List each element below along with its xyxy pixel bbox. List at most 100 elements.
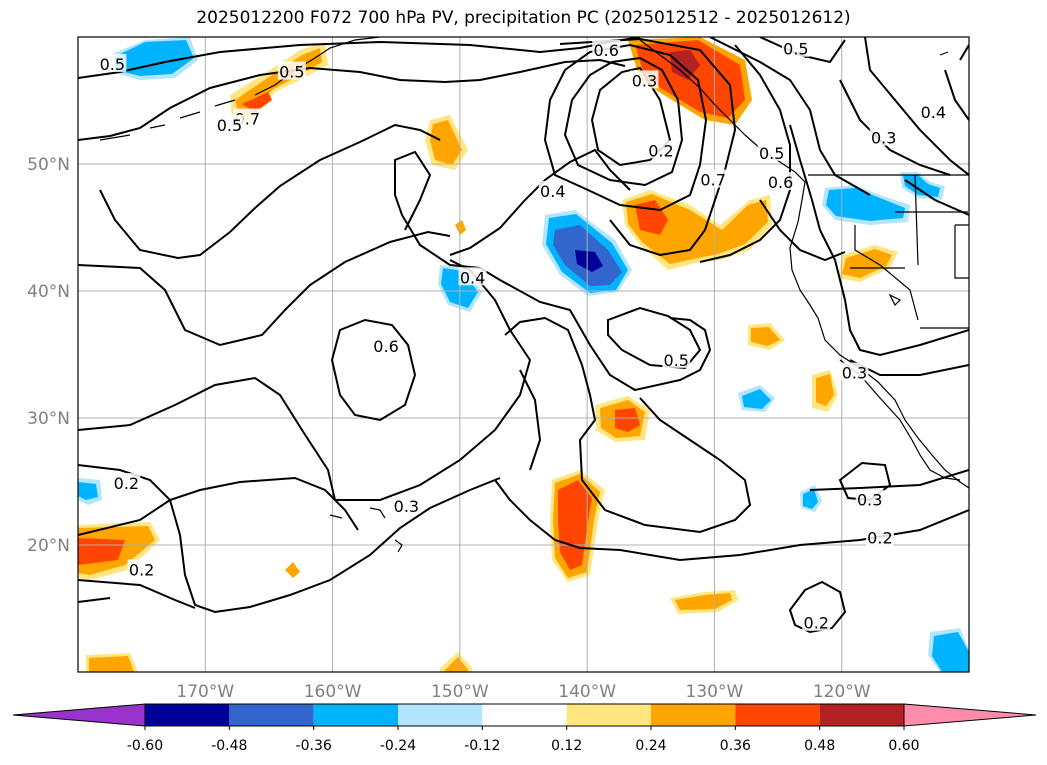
contour-label-bg — [538, 180, 567, 199]
contour-label: 0.3 — [394, 497, 419, 516]
colorbar-segment — [229, 704, 314, 726]
pv-contour-west-6 — [78, 464, 501, 614]
pv-contour-central-6 — [504, 316, 752, 534]
pv-contour-west-1 — [78, 58, 626, 141]
contour-label-bg — [766, 172, 795, 191]
colorbar-frame — [144, 703, 905, 727]
pv-contour-central-5 — [449, 148, 631, 256]
contour-label: 0.7 — [700, 171, 725, 190]
contour-label: 0.6 — [373, 337, 398, 356]
lat-tick-label: 20°N — [27, 536, 70, 556]
colorbar-segment — [651, 704, 736, 726]
pv-contour-east-3 — [789, 124, 821, 231]
pv-contour-se-2 — [838, 461, 892, 502]
contour-label-bg — [277, 61, 306, 80]
lat-tick-label: 50°N — [27, 155, 70, 175]
precip-area-pnw — [622, 190, 772, 270]
contour-label: 0.2 — [867, 529, 892, 548]
coastline-north-america — [639, 39, 969, 489]
pv-contour-central-4 — [394, 150, 712, 392]
pv-contour-west-2 — [99, 123, 441, 260]
lon-tick-label: 120°W — [813, 682, 871, 702]
contour-label: 0.4 — [460, 268, 485, 287]
colorbar-tick-label: 0.12 — [551, 738, 582, 754]
contour-label: 0.4 — [921, 103, 946, 122]
lon-tick-label: 150°W — [431, 682, 489, 702]
pv-contour-low-center-3 — [543, 43, 708, 212]
coastline-baja — [839, 359, 961, 481]
pv-contour-inner-6 — [330, 318, 417, 422]
border-state-5 — [954, 224, 969, 279]
contour-label: 0.5 — [664, 351, 689, 370]
contour-label: 0.2 — [648, 141, 673, 160]
contour-label-bg — [802, 612, 831, 631]
contour-label-bg — [869, 127, 898, 146]
pv-contour-low-2 — [519, 369, 542, 471]
colorbar-tick-label: -0.48 — [211, 738, 247, 754]
colorbar-segment — [819, 704, 904, 726]
contour-label-bg — [662, 349, 691, 368]
pv-contour-east-4 — [864, 37, 969, 176]
pv-contour-west-3 — [78, 230, 451, 347]
colorbar-segment — [145, 704, 230, 726]
pv-contour-east-5 — [839, 79, 951, 176]
contour-label-bg — [127, 559, 156, 578]
contour-label: 0.5 — [100, 55, 125, 74]
colorbar-tick-label: -0.36 — [296, 738, 332, 754]
pv-contour-east-1 — [819, 229, 969, 357]
contour-labels: 0.5 0.50.70.50.60.30.20.50.70.50.60.30.40… — [98, 38, 948, 633]
lon-tick-label: 130°W — [686, 682, 744, 702]
lat-tick-label: 30°N — [27, 409, 70, 429]
contour-label-bg — [646, 140, 675, 159]
contour-label-bg — [372, 335, 401, 354]
contour-label: 0.3 — [632, 71, 657, 90]
contour-label: 0.3 — [871, 129, 896, 148]
map-gridlines — [78, 37, 969, 672]
contour-label: 0.2 — [804, 614, 829, 633]
contour-label-bg — [840, 362, 869, 381]
pv-contour-ne-1 — [759, 37, 846, 64]
axis-labels: 170°W 160°W 150°W 140°W 130°W 120°W 50°N 40°N 30… — [27, 155, 871, 702]
lon-tick-label: 140°W — [558, 682, 616, 702]
colorbar-segment — [313, 704, 398, 726]
precipitation-shading — [78, 37, 969, 672]
border-state-1 — [854, 225, 919, 321]
coastline-alaska — [254, 37, 381, 96]
colorbar: -0.60 -0.48 -0.36 -0.24 -0.12 0.12 0.24 0.36 0.4… — [12, 703, 1037, 754]
contour-label: 0.6 — [594, 41, 619, 60]
coastlines — [99, 37, 969, 553]
contour-label-bg — [855, 489, 884, 508]
colorbar-tick-label: 0.48 — [804, 738, 835, 754]
map-frame — [77, 36, 970, 673]
colorbar-tick-label: 0.36 — [720, 738, 751, 754]
contour-label-bg — [392, 495, 421, 514]
contour-label-bg — [98, 53, 127, 72]
contour-label-bg — [630, 70, 659, 89]
contour-label: 0.5 — [783, 40, 808, 59]
pv-contour-low-center-2 — [563, 56, 684, 187]
colorbar-tick-label: 0.60 — [888, 738, 919, 754]
contour-label: 0.3 — [842, 364, 867, 383]
lon-tick-label: 170°W — [176, 682, 234, 702]
contour-label: 0.2 — [114, 474, 139, 493]
colorbar-segment — [566, 704, 651, 726]
pv-contour-se-1 — [788, 580, 847, 634]
contour-label-bg — [699, 169, 728, 188]
colorbar-segment — [735, 704, 820, 726]
contour-label: 0.5 — [217, 116, 242, 135]
colorbar-extend-max — [903, 703, 1037, 727]
colorbar-segment — [398, 704, 483, 726]
lat-tick-label: 40°N — [27, 282, 70, 302]
contour-label: 0.5 — [279, 63, 304, 82]
colorbar-tick-label: -0.24 — [380, 738, 416, 754]
pv-contour-east-8 — [959, 44, 969, 61]
contour-label-bg — [781, 38, 810, 57]
contour-label: 0.5 — [759, 144, 784, 163]
contour-label: 0.3 — [857, 491, 882, 510]
contour-label-bg — [458, 267, 487, 286]
pv-contour-west-5 — [78, 476, 359, 536]
contour-label: 0.4 — [540, 182, 565, 201]
colorbar-tick-label: -0.60 — [127, 738, 163, 754]
pv-contour-east-10 — [759, 199, 846, 262]
